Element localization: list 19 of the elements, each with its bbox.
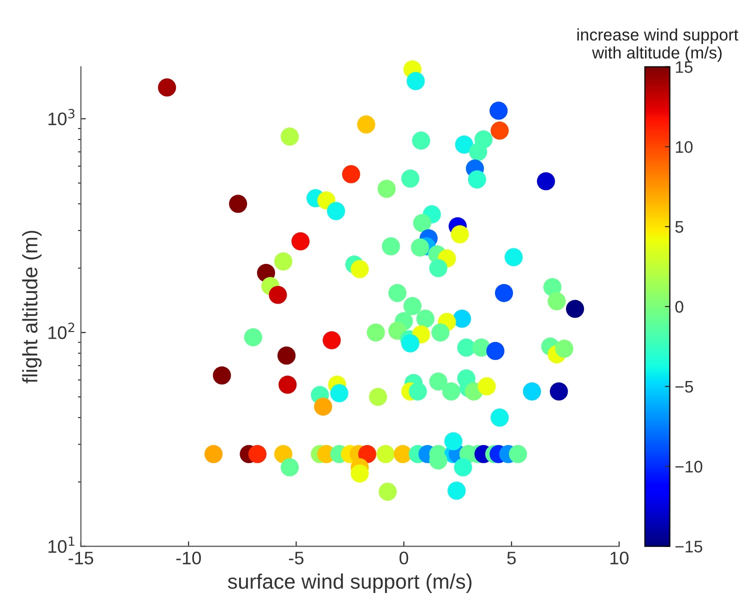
color-bar-label: −5 <box>676 381 693 393</box>
x-axis-title: surface wind support (m/s) <box>228 574 472 593</box>
y-tick-label: 10$^{3}$ <box>48 108 74 126</box>
x-tick-label: 10 <box>610 552 628 564</box>
y-tick-label: 10$^{2}$ <box>48 322 74 340</box>
x-tick-label: 0 <box>400 552 408 564</box>
color-bar-title: increase wind support with altitude (m/s) <box>577 28 738 62</box>
color-bar-label: 0 <box>675 300 684 313</box>
x-tick-label: -10 <box>176 552 201 564</box>
color-bar-label: 10 <box>676 141 693 153</box>
color-bar-label: −10 <box>676 460 702 473</box>
y-axis-title: flight altitude (m) <box>22 230 42 384</box>
color-bar-label: −15 <box>676 540 702 553</box>
x-tick-label: -5 <box>288 552 304 564</box>
color-bar-label: 5 <box>675 221 684 233</box>
x-tick-label: -15 <box>68 552 94 564</box>
color-bar-label: 15 <box>676 61 693 73</box>
y-tick-label: 10$^{1}$ <box>48 536 74 553</box>
x-tick-label: 5 <box>507 552 516 564</box>
